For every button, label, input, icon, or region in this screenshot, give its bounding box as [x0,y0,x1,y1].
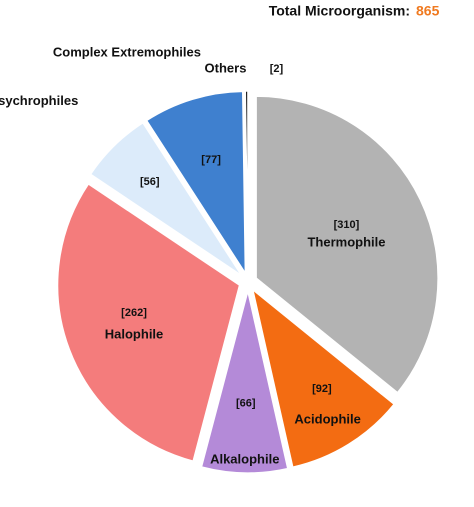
total-label: Total Microorganism: [269,3,410,19]
value-label: [77] [201,154,221,166]
value-label: [262] [121,307,147,319]
slice-label: Psychrophiles [0,93,78,108]
value-label: [310] [334,219,360,231]
slice-label: Others [205,61,247,76]
value-label: [56] [140,176,160,188]
slice [255,95,439,394]
value-label: [92] [312,383,332,395]
slice-label: Acidophile [294,412,360,427]
slice [89,121,243,277]
slice-label: Halophile [105,327,164,342]
slice-label: Thermophile [307,234,385,249]
value-label: [2] [270,63,284,75]
slice [145,90,247,276]
slice [244,90,249,274]
slice-label: Alkalophile [210,452,279,467]
slice-label: Complex Extremophiles [53,44,201,59]
slice [56,182,241,463]
slice [251,287,396,469]
value-label: [66] [236,398,256,410]
slice [200,290,289,474]
total-value: 865 [416,3,440,19]
